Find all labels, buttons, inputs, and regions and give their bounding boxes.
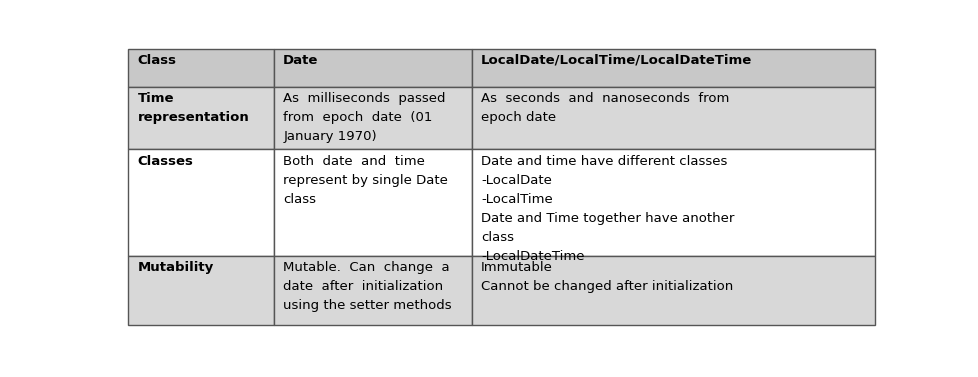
Bar (128, 256, 274, 325)
Text: As  seconds  and  nanoseconds  from
epoch date: As seconds and nanoseconds from epoch da… (480, 92, 729, 124)
Text: Mutable.  Can  change  a
date  after  initialization
using the setter methods: Mutable. Can change a date after initial… (283, 261, 451, 312)
Text: As  milliseconds  passed
from  epoch  date  (01
January 1970): As milliseconds passed from epoch date (… (283, 92, 445, 143)
Text: Both  date  and  time
represent by single Date
class: Both date and time represent by single D… (283, 155, 448, 205)
Text: Date: Date (283, 54, 318, 67)
Bar (274, 149, 471, 256)
Bar (274, 87, 471, 149)
Bar (128, 87, 274, 149)
Text: Mutability: Mutability (137, 261, 213, 274)
Bar (128, 49, 274, 87)
Bar (471, 49, 874, 87)
Bar (128, 149, 274, 256)
Text: Date and time have different classes
-LocalDate
-LocalTime
Date and Time togethe: Date and time have different classes -Lo… (480, 155, 734, 262)
Text: LocalDate/LocalTime/LocalDateTime: LocalDate/LocalTime/LocalDateTime (480, 54, 751, 67)
Bar (471, 87, 874, 149)
Text: Time
representation: Time representation (137, 92, 249, 124)
Bar (471, 256, 874, 325)
Text: Class: Class (137, 54, 176, 67)
Text: Immutable
Cannot be changed after initialization: Immutable Cannot be changed after initia… (480, 261, 733, 293)
Text: Classes: Classes (137, 155, 194, 167)
Bar (274, 256, 471, 325)
Bar (274, 49, 471, 87)
Bar (471, 149, 874, 256)
